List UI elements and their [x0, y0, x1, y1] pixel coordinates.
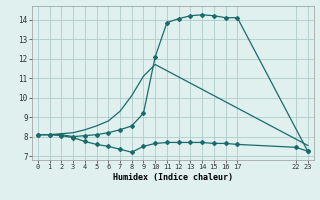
X-axis label: Humidex (Indice chaleur): Humidex (Indice chaleur)	[113, 173, 233, 182]
